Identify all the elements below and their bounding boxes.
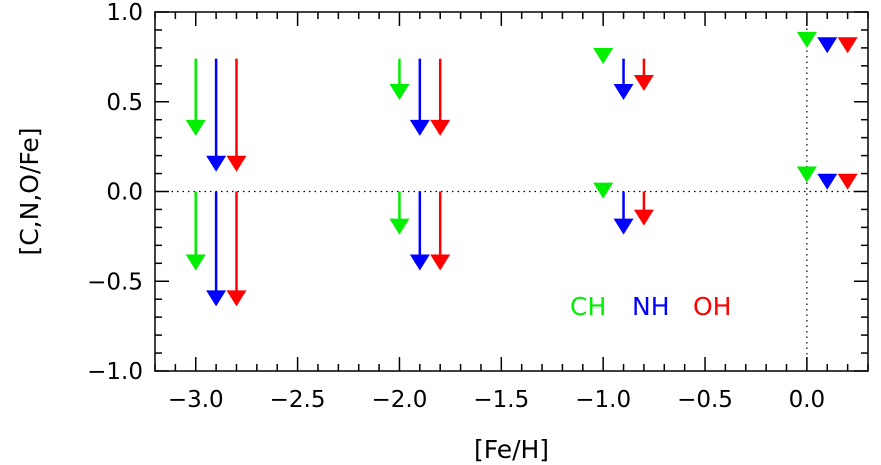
oh-upper-limit-marker [633,74,654,91]
nh-upper-limit-marker [409,254,430,271]
ch-upper-limit-marker [185,119,206,136]
legend-entry-oh: OH [693,292,731,321]
x-tick-label: −2.0 [372,387,428,413]
ch-upper-limit-marker [796,166,817,183]
nh-upper-limit-marker [206,155,227,172]
nh-upper-limit-marker [613,218,634,235]
oh-upper-limit-marker [633,209,654,226]
nh-upper-limit-marker [817,37,838,54]
nh-upper-limit-marker [817,173,838,190]
axis-tick-labels: −3.0 −2.5 −2.0 −1.5 −1.0 −0.5 0.0 1.0 0.5 0.0 −0.5… [87,0,825,413]
nh-upper-limit-marker [409,119,430,136]
y-tick-label: 0.5 [106,90,143,116]
oh-upper-limit-marker [837,37,858,54]
x-tick-label: −1.5 [473,387,529,413]
oh-upper-limit-marker [226,155,247,172]
y-tick-label: 0.0 [106,180,143,206]
ch-upper-limit-marker [185,254,206,271]
ch-upper-limit-marker [389,83,410,100]
x-tick-label: −0.5 [677,387,733,413]
nh-upper-limit-marker [613,83,634,100]
ch-upper-limit-marker [593,182,614,199]
reference-lines [155,12,868,371]
oh-upper-limit-marker [430,119,451,136]
y-tick-label: 1.0 [106,0,143,26]
ch-upper-limit-marker [389,218,410,235]
x-tick-label: −1.0 [575,387,631,413]
data-marks [185,31,858,307]
legend-entry-ch: CH [570,292,606,321]
ch-upper-limit-marker [593,48,614,65]
axis-ticks [154,11,869,372]
nh-upper-limit-marker [206,290,227,307]
x-tick-label: −3.0 [168,387,224,413]
oh-upper-limit-marker [226,290,247,307]
ch-upper-limit-marker [796,31,817,48]
y-tick-label: −0.5 [87,269,143,295]
y-tick-label: −1.0 [87,359,143,385]
oh-upper-limit-marker [430,254,451,271]
x-axis-title: [Fe/H] [474,435,549,464]
legend: CH NH OH [570,292,731,321]
y-axis-title: [C,N,O/Fe] [15,127,44,255]
x-tick-label: −2.5 [270,387,326,413]
legend-entry-nh: NH [632,292,670,321]
oh-upper-limit-marker [837,173,858,190]
x-tick-label: 0.0 [789,387,826,413]
